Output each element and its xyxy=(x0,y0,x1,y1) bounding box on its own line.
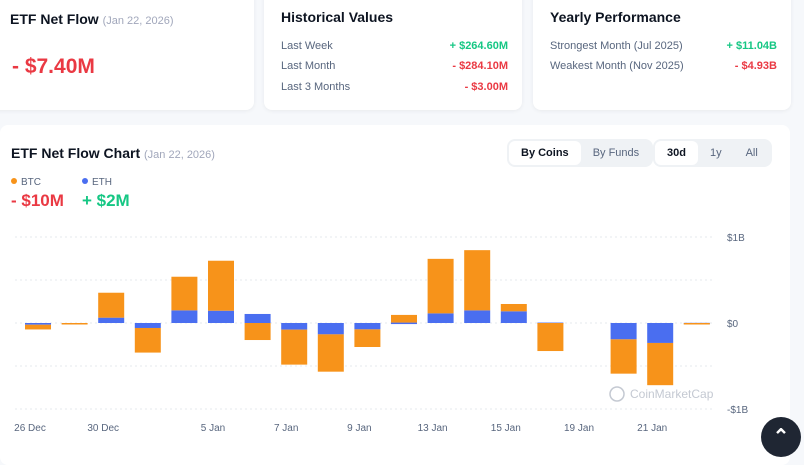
x-tick-label: 19 Jan xyxy=(564,423,594,434)
eth-bar xyxy=(244,313,271,323)
btc-bar xyxy=(391,314,417,323)
btc-bar xyxy=(537,323,564,352)
eth-bar xyxy=(317,323,344,335)
history-row: Last Month - $284.10M xyxy=(281,60,508,72)
coinmarketcap-logo-icon xyxy=(609,386,625,402)
eth-bar xyxy=(500,311,527,323)
chart-title: ETF Net Flow Chart (Jan 22, 2026) xyxy=(11,145,215,161)
history-row: Last 3 Months - $3.00M xyxy=(281,81,508,93)
card-title: Historical Values xyxy=(281,9,394,25)
x-tick-label: 7 Jan xyxy=(274,423,298,434)
x-tick-label: 30 Dec xyxy=(87,423,119,434)
y-tick-label: -$1B xyxy=(727,405,748,416)
legend-eth[interactable]: ETH xyxy=(82,177,112,188)
btc-bar xyxy=(134,327,161,353)
x-tick-label: 9 Jan xyxy=(347,423,371,434)
btc-value: - $10M xyxy=(11,191,64,210)
yearly-row: Strongest Month (Jul 2025) + $11.04B xyxy=(550,40,777,52)
tab-30d[interactable]: 30d xyxy=(655,141,698,165)
eth-bar xyxy=(464,310,491,323)
eth-value: + $2M xyxy=(82,191,130,210)
btc-bar xyxy=(610,339,637,374)
eth-bar xyxy=(208,310,234,323)
chevron-up-icon: ⌃ xyxy=(772,426,790,448)
eth-bar xyxy=(25,323,51,325)
btc-bar xyxy=(317,334,344,372)
btc-bar xyxy=(25,324,51,330)
x-tick-label: 26 Dec xyxy=(14,423,46,434)
eth-bar xyxy=(610,323,637,340)
card-title: Yearly Performance xyxy=(550,9,681,25)
btc-bar xyxy=(208,260,234,311)
btc-bar xyxy=(647,342,674,386)
eth-bar xyxy=(354,323,381,330)
legend-btc[interactable]: BTC xyxy=(11,177,41,188)
chart-panel: ETF Net Flow Chart (Jan 22, 2026) By Coi… xyxy=(0,125,790,465)
btc-bar xyxy=(427,258,454,314)
tab-1y[interactable]: 1y xyxy=(709,147,722,159)
tab-by-coins[interactable]: By Coins xyxy=(509,141,581,165)
view-toggle: By Coins By Funds xyxy=(507,139,654,167)
btc-bar xyxy=(171,276,198,311)
btc-bar xyxy=(98,292,125,318)
y-tick-label: $0 xyxy=(727,319,739,330)
eth-bar xyxy=(171,310,198,323)
btc-dot-icon xyxy=(11,178,17,184)
btc-bar xyxy=(61,323,88,325)
eth-dot-icon xyxy=(82,178,88,184)
eth-bar xyxy=(427,313,454,323)
net-flow-value: - $7.40M xyxy=(12,55,95,78)
tab-all[interactable]: All xyxy=(745,147,758,159)
btc-bar xyxy=(464,250,491,311)
eth-bar xyxy=(134,323,161,328)
btc-bar xyxy=(281,329,308,365)
btc-bar xyxy=(354,329,381,347)
y-tick-label: $1B xyxy=(727,233,745,244)
eth-bar xyxy=(281,323,308,330)
etf-net-flow-card: ETF Net Flow (Jan 22, 2026) - $7.40M xyxy=(0,0,254,110)
yearly-performance-card: Yearly Performance Strongest Month (Jul … xyxy=(533,0,791,110)
history-row: Last Week + $264.60M xyxy=(281,40,508,52)
historical-values-card: Historical Values Last Week + $264.60M La… xyxy=(264,0,522,110)
x-tick-label: 21 Jan xyxy=(637,423,667,434)
x-tick-label: 15 Jan xyxy=(491,423,521,434)
eth-bar xyxy=(391,322,417,325)
range-toggle: 30d 1y All xyxy=(653,139,772,167)
x-tick-label: 13 Jan xyxy=(418,423,448,434)
tab-by-funds[interactable]: By Funds xyxy=(592,147,640,159)
btc-bar xyxy=(683,323,710,325)
eth-bar xyxy=(647,323,674,343)
eth-bar xyxy=(98,317,125,323)
watermark: CoinMarketCap xyxy=(630,387,714,401)
yearly-row: Weakest Month (Nov 2025) - $4.93B xyxy=(550,60,777,72)
scroll-to-top-button[interactable]: ⌃ xyxy=(761,417,801,457)
x-tick-label: 5 Jan xyxy=(201,423,225,434)
btc-bar xyxy=(500,303,527,312)
card-title: ETF Net Flow (Jan 22, 2026) xyxy=(10,11,174,27)
btc-bar xyxy=(244,323,271,341)
